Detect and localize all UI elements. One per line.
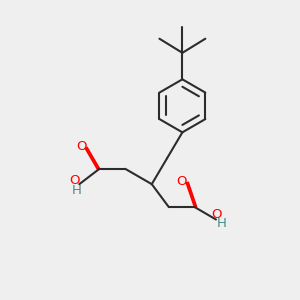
- Text: H: H: [71, 184, 81, 197]
- Text: O: O: [176, 175, 187, 188]
- Text: O: O: [76, 140, 87, 153]
- Text: H: H: [216, 217, 226, 230]
- Text: O: O: [69, 174, 79, 187]
- Text: O: O: [211, 208, 222, 221]
